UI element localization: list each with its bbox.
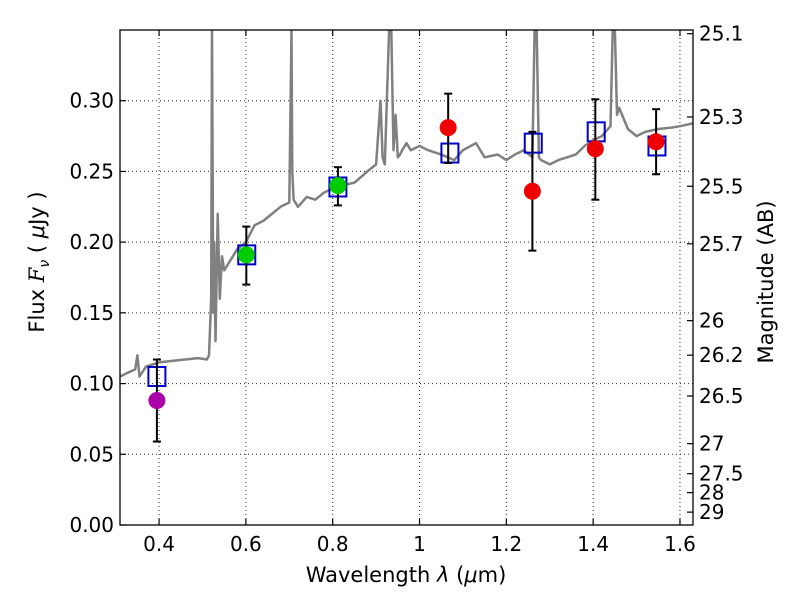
mag-tick-label: 26 [699, 309, 724, 333]
data-point [439, 119, 457, 137]
mag-tick-label: 26.2 [699, 343, 744, 367]
x-tick-label: 0.4 [143, 532, 175, 556]
y-tick-label: 0.25 [69, 159, 114, 183]
x-axis-label: Wavelength λ (μm) [306, 563, 507, 587]
x-tick-label: 1.2 [490, 532, 522, 556]
mag-tick-label: 25.3 [699, 105, 744, 129]
y-tick-label: 0.05 [69, 442, 114, 466]
data-point [237, 246, 255, 264]
data-point [647, 133, 665, 151]
y-tick-label: 0.30 [69, 89, 114, 113]
y-tick-label: 0.00 [69, 513, 114, 537]
spectrum-line [120, 30, 693, 378]
mag-tick-label: 28 [699, 481, 724, 505]
mag-tick-label: 27.5 [699, 462, 744, 486]
x-tick-label: 1.4 [577, 532, 609, 556]
axis-ticks: 0.4 0.6 0.8 1 1.2 1.4 1.6 0.00 0.05 0.10 0.15 0.20 0… [69, 22, 743, 556]
data-point [586, 140, 604, 158]
mag-tick-label: 25.1 [699, 22, 744, 46]
spectrum-series [120, 30, 693, 378]
right-axis-label: Magnitude (AB) [754, 200, 778, 363]
mag-tick-label: 26.5 [699, 384, 744, 408]
data-points [147, 92, 667, 443]
x-tick-label: 1 [413, 532, 426, 556]
grid [120, 30, 693, 526]
y-tick-label: 0.10 [69, 372, 114, 396]
data-point [329, 177, 347, 195]
mag-tick-label: 29 [699, 500, 724, 524]
y-tick-label: 0.20 [69, 230, 114, 254]
data-point [523, 182, 541, 200]
y-axis-label: Flux Fν ( μJy ) [25, 191, 53, 332]
x-tick-label: 1.6 [664, 532, 696, 556]
mag-tick-label: 27 [699, 432, 724, 456]
mag-tick-label: 25.7 [699, 232, 744, 256]
data-point [148, 392, 166, 410]
x-tick-label: 0.6 [230, 532, 262, 556]
y-tick-label: 0.15 [69, 301, 114, 325]
mag-tick-label: 25.5 [699, 174, 744, 198]
plot-frame [119, 29, 694, 526]
x-tick-label: 0.8 [317, 532, 349, 556]
